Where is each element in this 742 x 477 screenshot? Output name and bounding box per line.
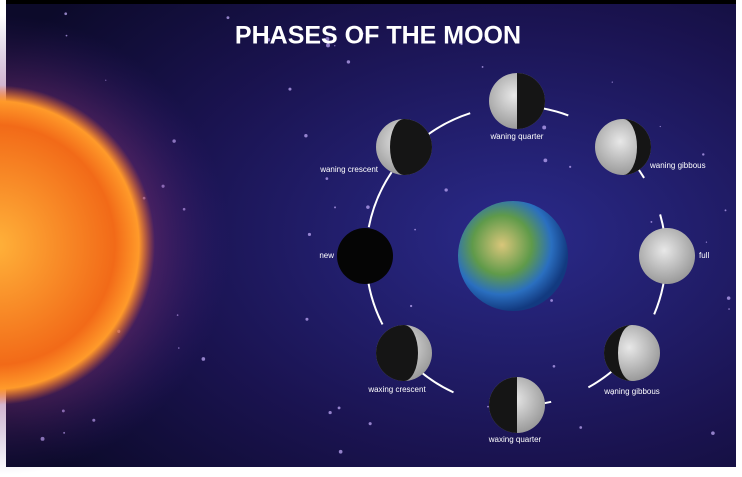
moon-label: waning quarter <box>490 132 544 141</box>
star <box>482 66 484 68</box>
moon <box>337 228 393 284</box>
star <box>553 365 556 368</box>
star <box>660 126 661 127</box>
star <box>727 296 731 300</box>
star <box>338 406 341 409</box>
star <box>414 229 416 231</box>
moon <box>639 228 695 284</box>
star <box>569 166 571 168</box>
title: PHASES OF THE MOON <box>235 22 521 50</box>
star <box>706 242 707 243</box>
top-bar <box>6 0 736 4</box>
earth <box>458 201 568 311</box>
star <box>543 158 547 162</box>
moon-label: waxing crescent <box>367 385 426 394</box>
star <box>304 134 307 137</box>
star <box>542 126 546 130</box>
moon-label: full <box>699 251 709 260</box>
star <box>227 16 230 19</box>
star <box>334 206 336 208</box>
star <box>728 308 730 310</box>
star <box>288 88 291 91</box>
star <box>347 60 350 63</box>
diagram: waning quarter waning gibbous full waning g… <box>0 0 742 477</box>
star <box>339 450 343 454</box>
star <box>369 422 372 425</box>
moon-label: waning gibbous <box>649 161 706 170</box>
star <box>202 357 206 361</box>
star <box>612 81 613 82</box>
star <box>326 177 329 180</box>
star <box>650 221 652 223</box>
star <box>445 188 448 191</box>
star <box>487 406 489 408</box>
star <box>64 12 67 15</box>
star <box>711 431 715 435</box>
star <box>308 233 311 236</box>
moon-label: new <box>319 251 334 260</box>
moon-label: waning crescent <box>319 165 379 174</box>
star <box>550 299 553 302</box>
star <box>305 318 308 321</box>
star <box>329 411 332 414</box>
star <box>702 153 704 155</box>
moon-label: waning gibbous <box>603 387 660 396</box>
star <box>725 209 727 211</box>
star <box>366 205 370 209</box>
moon-label: waxing quarter <box>488 435 542 444</box>
star <box>410 305 412 307</box>
star <box>579 426 582 429</box>
